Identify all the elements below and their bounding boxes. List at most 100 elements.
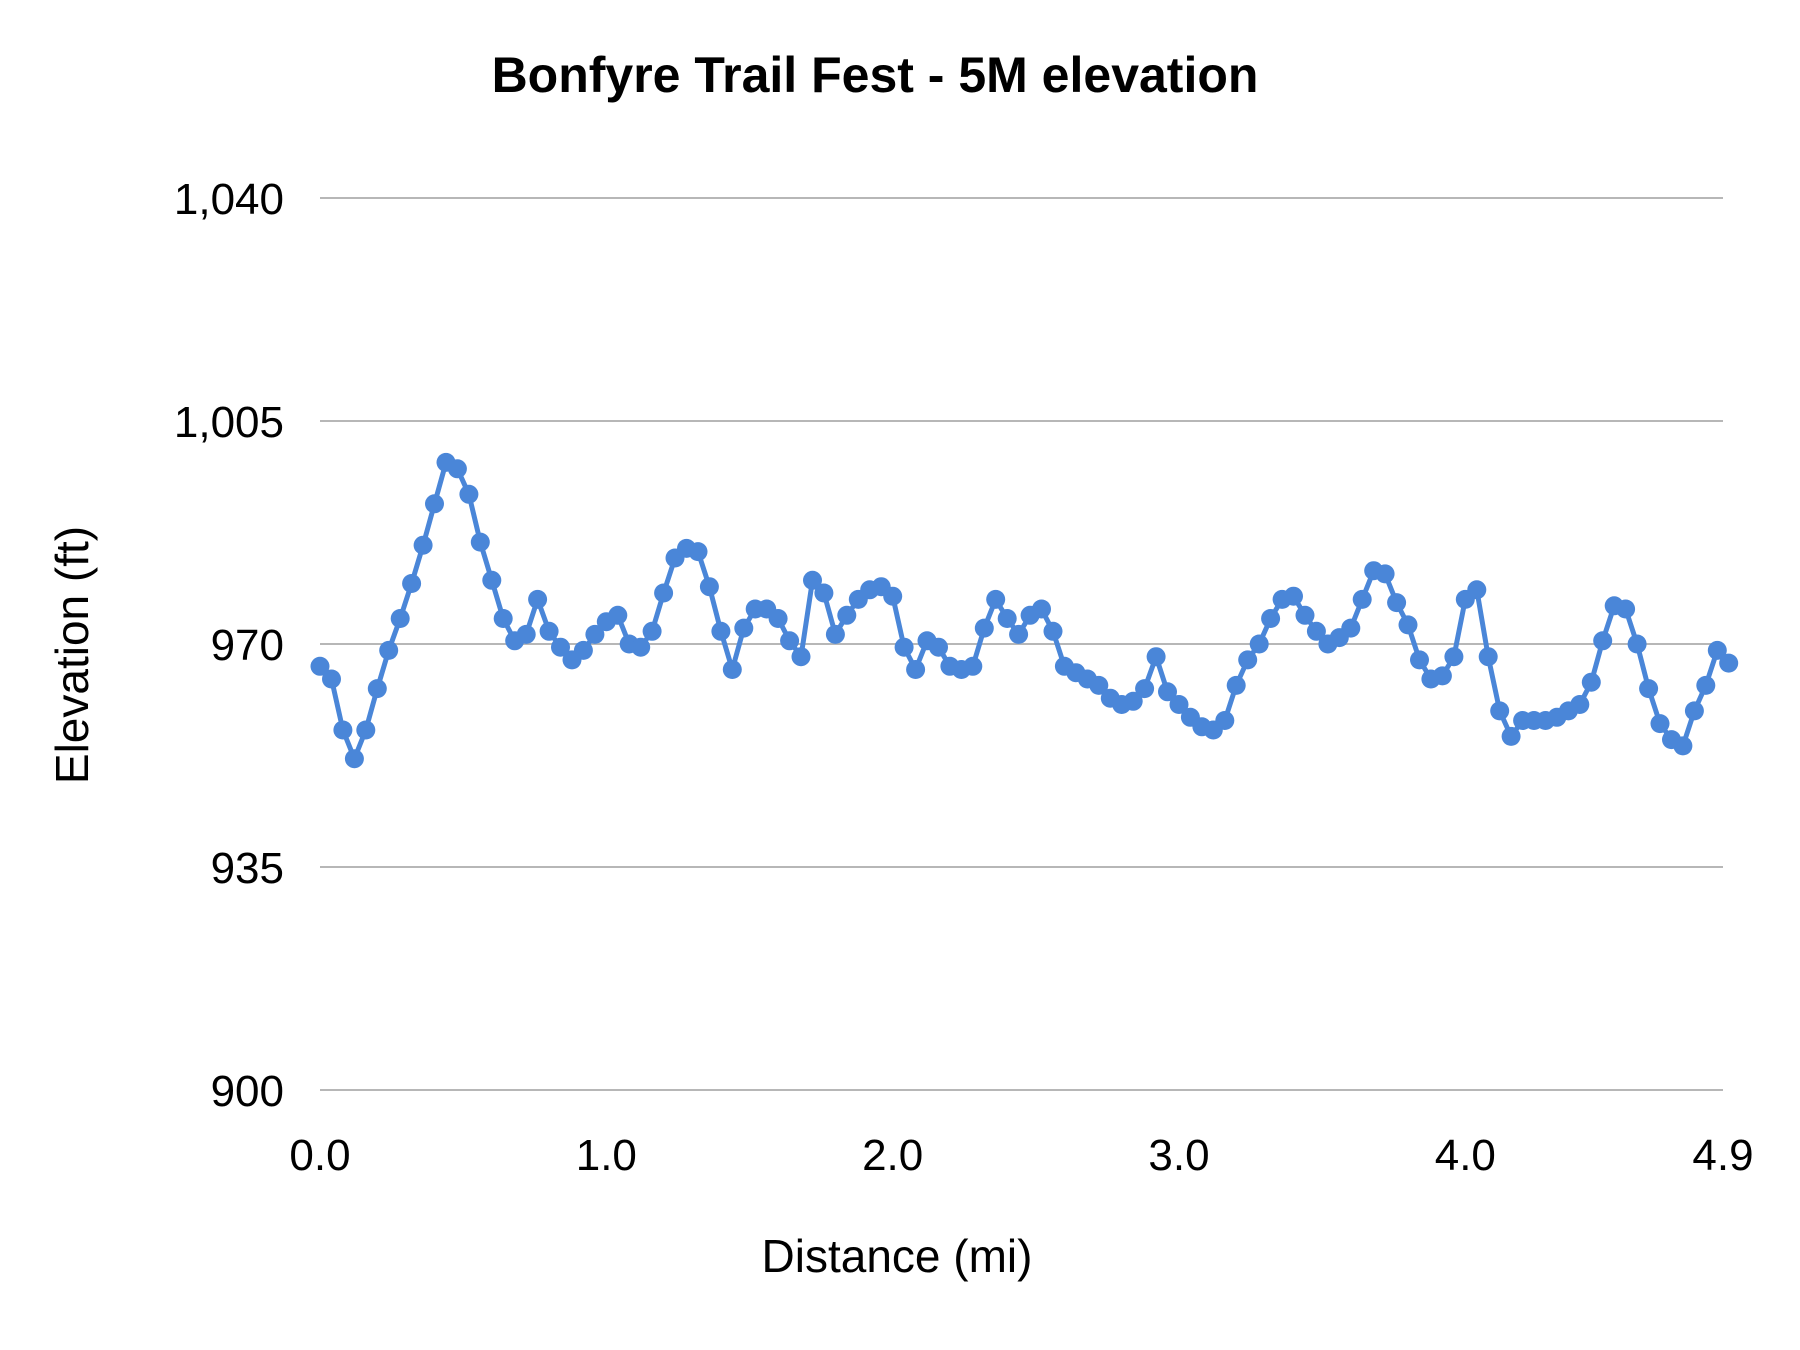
data-point-marker xyxy=(1650,714,1670,734)
data-point-marker xyxy=(1627,634,1647,654)
gridlines-group xyxy=(320,197,1723,1091)
data-point-marker xyxy=(986,589,1006,609)
data-point-marker xyxy=(573,640,593,660)
data-point-marker xyxy=(1501,726,1521,746)
data-point-marker xyxy=(1375,564,1395,584)
data-point-marker xyxy=(425,494,444,514)
elevation-series-line xyxy=(317,459,1732,762)
data-point-marker xyxy=(1284,586,1303,606)
data-point-marker xyxy=(1467,580,1487,600)
data-point-marker xyxy=(768,609,788,628)
data-point-marker xyxy=(997,609,1017,628)
chart-title: Bonfyre Trail Fest - 5M elevation xyxy=(492,47,1259,103)
data-point-marker xyxy=(929,637,948,657)
data-point-marker xyxy=(1593,631,1613,651)
data-point-marker xyxy=(642,621,662,641)
data-point-marker xyxy=(1719,653,1739,673)
data-point-marker xyxy=(1089,675,1109,695)
data-point-marker xyxy=(1387,593,1407,613)
data-point-marker xyxy=(1135,679,1155,699)
data-point-marker xyxy=(1673,736,1693,756)
data-point-marker xyxy=(379,640,399,660)
data-point-marker xyxy=(894,637,914,657)
data-point-marker xyxy=(803,570,822,590)
data-point-marker xyxy=(493,609,513,628)
data-point-marker xyxy=(1238,650,1258,670)
data-point-marker xyxy=(1478,647,1498,667)
data-point-marker xyxy=(837,605,857,625)
data-point-marker xyxy=(1581,672,1601,692)
data-point-marker xyxy=(608,605,628,625)
data-point-marker xyxy=(528,589,548,609)
data-point-marker xyxy=(1616,599,1636,619)
data-point-marker xyxy=(1009,624,1029,644)
data-point-marker xyxy=(711,621,731,641)
data-point-marker xyxy=(1341,618,1361,638)
data-point-marker xyxy=(734,618,754,638)
data-point-marker xyxy=(688,542,708,562)
x-axis-title: Distance (mi) xyxy=(762,1230,1033,1282)
data-point-marker xyxy=(1707,640,1727,660)
x-tick-label-1.0: 1.0 xyxy=(576,1131,637,1180)
data-point-marker xyxy=(631,637,651,657)
data-point-marker xyxy=(1261,609,1281,628)
data-point-marker xyxy=(447,459,467,479)
x-tick-label-4.0: 4.0 xyxy=(1435,1131,1496,1180)
data-point-marker xyxy=(883,586,903,606)
data-point-marker xyxy=(1570,695,1590,714)
data-point-marker xyxy=(516,624,536,644)
data-point-marker xyxy=(1215,711,1235,730)
x-tick-label-3.0: 3.0 xyxy=(1148,1131,1209,1180)
data-point-marker xyxy=(551,637,570,657)
data-point-marker xyxy=(814,583,834,603)
data-point-marker xyxy=(539,621,559,641)
data-point-marker xyxy=(367,679,387,699)
y-tick-label-970: 970 xyxy=(211,621,284,670)
data-point-marker xyxy=(1043,621,1063,641)
data-point-marker xyxy=(1410,650,1429,670)
data-point-marker xyxy=(654,583,674,603)
data-point-marker xyxy=(344,749,364,769)
data-point-marker xyxy=(791,647,811,667)
data-point-marker xyxy=(310,656,330,676)
data-point-marker xyxy=(1226,675,1246,695)
data-point-marker xyxy=(390,609,410,628)
data-point-marker xyxy=(322,669,341,689)
data-point-marker xyxy=(963,656,983,676)
data-point-marker xyxy=(459,484,479,504)
data-point-marker xyxy=(482,570,502,590)
data-point-marker xyxy=(1249,634,1269,654)
y-tick-label-1005: 1,005 xyxy=(174,398,284,447)
data-series-group xyxy=(310,452,1739,769)
y-tick-labels-group: 900 935 970 1,005 1,040 xyxy=(174,175,284,1116)
data-point-marker xyxy=(1639,679,1659,699)
data-point-marker xyxy=(585,624,605,644)
data-point-marker xyxy=(1295,605,1315,625)
data-point-marker xyxy=(1490,701,1510,721)
data-point-marker xyxy=(1352,589,1372,609)
data-point-marker xyxy=(1123,691,1143,711)
data-point-marker xyxy=(413,535,433,555)
y-tick-label-935: 935 xyxy=(211,844,284,893)
data-point-marker xyxy=(402,574,422,593)
data-point-marker xyxy=(1169,695,1189,714)
data-point-marker xyxy=(1146,647,1166,667)
data-point-marker xyxy=(780,631,800,651)
data-point-marker xyxy=(1684,701,1704,721)
data-point-marker xyxy=(356,720,376,740)
x-tick-label-0.0: 0.0 xyxy=(289,1131,350,1180)
data-point-marker xyxy=(1032,599,1051,619)
data-point-marker xyxy=(722,660,742,679)
data-point-marker xyxy=(470,532,490,552)
data-point-marker xyxy=(906,660,926,679)
data-point-marker xyxy=(1696,675,1716,695)
y-tick-label-900: 900 xyxy=(211,1067,284,1116)
data-point-marker xyxy=(825,624,845,644)
x-tick-label-2.0: 2.0 xyxy=(862,1131,923,1180)
data-point-marker xyxy=(1306,621,1326,641)
x-tick-labels-group: 0.0 1.0 2.0 3.0 4.0 4.9 xyxy=(289,1131,1753,1180)
data-point-marker xyxy=(1398,615,1418,635)
y-axis-title: Elevation (ft) xyxy=(46,526,98,784)
